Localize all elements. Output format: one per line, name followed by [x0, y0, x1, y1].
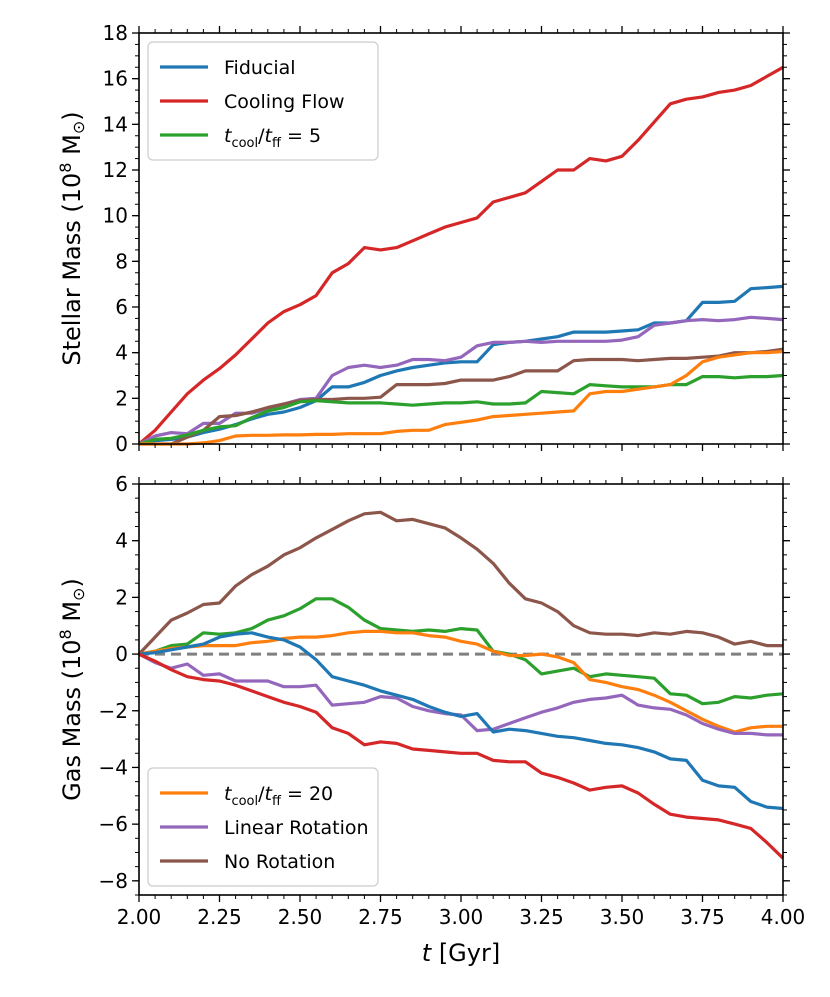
x-tick-label: 3.00	[439, 905, 484, 929]
x-tick-label: 2.25	[197, 905, 242, 929]
gas-mass-panel: −8 −6 −4 −2 0 2 4 6 2.00 2.25 2.50 2.75 3.00 3.25 3.50…	[56, 472, 805, 967]
y-axis-label: Gas Mass (108 M⊙)	[56, 578, 88, 801]
stellar-mass-panel: 0 2 4 6 8 10 12 14 16 18 Stellar Mass (108 M⊙) Fidu…	[56, 21, 790, 456]
series-line-tc5	[138, 597, 784, 706]
y-tick-label: 4	[115, 341, 128, 365]
ticks	[132, 477, 790, 902]
x-tick-label: 2.50	[278, 905, 323, 929]
legend: Fiducial Cooling Flow tcool/tff = 5	[147, 41, 379, 161]
series-line-norot	[137, 510, 783, 656]
y-tick-label: 14	[103, 112, 128, 136]
y-tick-label: 2	[115, 585, 128, 609]
ticks	[132, 26, 790, 451]
x-axis-label: t [Gyr]	[422, 939, 500, 967]
legend-box	[147, 767, 379, 887]
y-axis-label: Stellar Mass (108 M⊙)	[56, 111, 88, 365]
y-tick-label: 0	[115, 432, 128, 456]
series-line-cooling	[137, 65, 784, 446]
legend-label-fiducial: Fiducial	[224, 57, 296, 79]
series-line-tc5	[138, 373, 784, 446]
series-line-cooling	[138, 652, 785, 860]
y-tick-label: 8	[115, 249, 128, 273]
y-tick-label: 10	[103, 204, 128, 228]
y-tick-label: 0	[115, 642, 128, 666]
series-group	[137, 510, 785, 860]
legend-label-tc20: tcool/tff = 20	[224, 783, 333, 809]
x-tick-labels: 2.00 2.25 2.50 2.75 3.00 3.25 3.50 3.75 4.00	[117, 905, 806, 929]
legend-box	[147, 41, 379, 161]
series-line-norot	[139, 347, 784, 446]
x-tick-label: 3.50	[600, 905, 645, 929]
series-group	[137, 65, 784, 446]
x-tick-label: 3.25	[519, 905, 564, 929]
x-tick-label: 3.75	[680, 905, 725, 929]
series-line-tc20	[138, 629, 783, 734]
series-line-tc20	[139, 349, 784, 446]
legend-label-linear: Linear Rotation	[224, 817, 369, 839]
y-tick-label: 18	[103, 21, 128, 45]
y-tick-label: 16	[103, 67, 128, 91]
y-tick-label: 4	[115, 529, 128, 553]
y-tick-labels: 0 2 4 6 8 10 12 14 16 18	[103, 21, 128, 456]
legend-label-tc5: tcool/tff = 5	[224, 125, 321, 151]
y-tick-label: −2	[99, 699, 128, 723]
y-tick-label: −6	[99, 812, 128, 836]
series-line-fiducial	[138, 284, 784, 446]
x-tick-label: 2.00	[117, 905, 162, 929]
y-tick-label: 2	[115, 386, 128, 410]
y-tick-label: 6	[115, 295, 128, 319]
y-tick-label: 6	[115, 472, 128, 496]
y-tick-labels: −8 −6 −4 −2 0 2 4 6	[99, 472, 128, 893]
legend: tcool/tff = 20 Linear Rotation No Rotation	[147, 767, 379, 887]
x-tick-label: 2.75	[358, 905, 403, 929]
legend-label-norot: No Rotation	[224, 851, 335, 873]
y-tick-label: −4	[99, 755, 128, 779]
y-tick-label: 12	[103, 158, 128, 182]
legend-label-cooling: Cooling Flow	[224, 91, 345, 113]
series-line-fiducial	[138, 631, 784, 811]
x-tick-label: 4.00	[761, 905, 806, 929]
y-tick-label: −8	[99, 869, 128, 893]
